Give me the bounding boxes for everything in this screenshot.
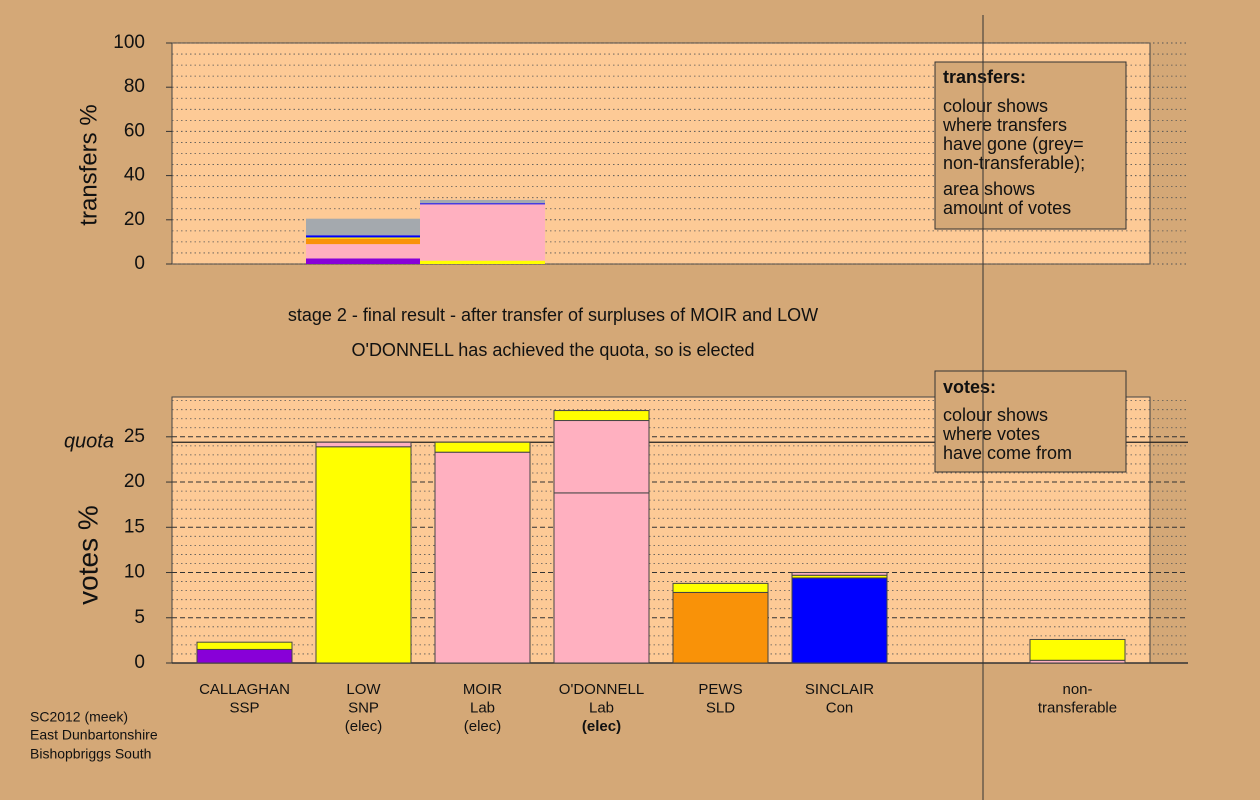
note-line: colour shows — [943, 405, 1048, 425]
x-tick-label: Con — [826, 699, 854, 716]
note-line: area shows — [943, 179, 1035, 199]
y-tick-label: 15 — [124, 516, 145, 537]
x-tick-label: Lab — [470, 699, 495, 716]
y-tick-label: 20 — [124, 471, 145, 492]
note-line: colour shows — [943, 96, 1048, 116]
x-tick-label: O'DONNELL — [559, 681, 644, 698]
bar-segment — [553, 492, 650, 664]
bar-segment — [791, 577, 888, 664]
bar-segment — [420, 204, 545, 261]
x-tick-label: PEWS — [698, 681, 742, 698]
footer-line: SC2012 (meek) — [30, 709, 128, 725]
x-tick-label: (elec) — [464, 718, 502, 735]
y-axis-label: transfers % — [75, 104, 102, 225]
y-tick-label: 20 — [124, 209, 145, 230]
y-tick-label: 60 — [124, 120, 145, 141]
caption: stage 2 - final result - after transfer … — [288, 305, 818, 325]
x-tick-label: SINCLAIR — [805, 681, 874, 698]
bar-segment — [420, 199, 545, 204]
x-tick-label: Lab — [589, 699, 614, 716]
note-box — [934, 61, 1127, 230]
bar-segment — [672, 591, 769, 664]
note-line: amount of votes — [943, 198, 1071, 218]
bar-segment — [420, 260, 545, 264]
x-tick-label: transferable — [1038, 699, 1117, 716]
x-tick-label: SNP — [348, 699, 379, 716]
quota-label: quota — [64, 431, 114, 453]
note-line: where transfers — [942, 115, 1067, 135]
y-tick-label: 10 — [124, 562, 145, 583]
x-tick-label: (elec) — [582, 718, 621, 735]
bar-segment — [672, 582, 769, 593]
bar-segment — [306, 238, 420, 245]
bar-segment — [791, 572, 888, 576]
note-title: transfers: — [943, 67, 1026, 87]
bar-segment — [434, 441, 531, 453]
bar-segment — [315, 446, 412, 664]
x-tick-label: LOW — [346, 681, 381, 698]
note-line: non-transferable); — [943, 153, 1085, 173]
y-tick-label: 0 — [134, 652, 145, 673]
x-tick-label: non- — [1062, 681, 1092, 698]
y-tick-label: 80 — [124, 76, 145, 97]
x-tick-label: MOIR — [463, 681, 502, 698]
note-box — [934, 370, 1127, 473]
bar-segment — [196, 648, 293, 664]
caption: O'DONNELL has achieved the quota, so is … — [352, 340, 755, 360]
bar-segment — [306, 218, 420, 236]
bar-segment — [420, 203, 545, 205]
footer-line: Bishopbriggs South — [30, 746, 151, 762]
bar-segment — [434, 451, 531, 664]
x-tick-label: (elec) — [345, 718, 383, 735]
bar-segment — [306, 244, 420, 259]
bar-segment — [306, 258, 420, 264]
bar-segment — [196, 641, 293, 650]
y-axis-label: votes % — [72, 505, 103, 605]
y-tick-label: 0 — [134, 253, 145, 274]
bar-segment — [553, 420, 650, 494]
y-tick-label: 40 — [124, 165, 145, 186]
note-line: where votes — [942, 424, 1040, 444]
bar-segment — [315, 441, 412, 448]
y-tick-label: 25 — [124, 426, 145, 447]
bar-segment — [1029, 638, 1126, 661]
x-tick-label: SSP — [229, 699, 259, 716]
y-tick-label: 100 — [113, 32, 145, 53]
x-tick-label: SLD — [706, 699, 735, 716]
y-tick-label: 5 — [134, 607, 145, 628]
x-tick-label: CALLAGHAN — [199, 681, 290, 698]
footer-line: East Dunbartonshire — [30, 727, 158, 743]
note-line: have gone (grey= — [943, 134, 1084, 154]
bar-segment — [553, 410, 650, 422]
note-title: votes: — [943, 377, 996, 397]
note-line: have come from — [943, 443, 1072, 463]
bar-segment — [306, 237, 420, 239]
bar-segment — [306, 235, 420, 238]
